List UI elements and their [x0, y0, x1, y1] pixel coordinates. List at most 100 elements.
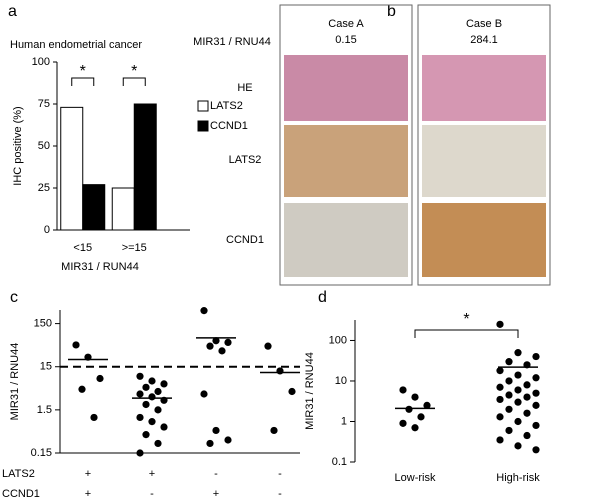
data-point: [505, 405, 513, 413]
data-point: [206, 439, 214, 448]
row-label: LATS2: [2, 468, 35, 480]
legend-label: CCND1: [210, 120, 248, 132]
data-point: [154, 439, 162, 448]
data-point: [148, 377, 156, 385]
data-point: [514, 398, 522, 406]
row-label: HE: [237, 82, 252, 94]
data-point: [212, 337, 220, 345]
data-point: [505, 391, 513, 399]
data-point: [411, 424, 419, 432]
data-point: [532, 389, 540, 397]
data-point: [505, 426, 513, 435]
significance-star: *: [131, 63, 137, 80]
data-point: [160, 380, 168, 388]
row-header: MIR31 / RNU44: [193, 36, 271, 48]
y-tick-label: 25: [38, 182, 50, 194]
legend-swatch: [197, 120, 209, 132]
y-tick-label: 0.1: [332, 456, 347, 468]
data-point: [78, 385, 86, 393]
data-point: [532, 374, 540, 382]
case-value: 284.1: [470, 34, 498, 46]
legend-label: LATS2: [210, 100, 243, 112]
chart-title: Human endometrial cancer: [10, 39, 142, 51]
group-marker: +: [149, 468, 155, 480]
micrograph: [422, 55, 546, 121]
data-point: [270, 426, 278, 435]
data-point: [136, 413, 144, 422]
data-point: [417, 413, 425, 421]
y-tick-label: 10: [335, 375, 347, 387]
legend-swatch: [197, 100, 209, 112]
data-point: [523, 381, 531, 389]
case-name: Case A: [328, 18, 364, 30]
significance-star: *: [80, 63, 86, 80]
data-point: [148, 393, 156, 401]
data-point: [523, 393, 531, 401]
data-point: [154, 406, 162, 414]
row-label: CCND1: [2, 488, 40, 500]
panel-label: d: [318, 289, 327, 306]
data-point: [496, 383, 504, 391]
y-tick-label: 150: [34, 318, 52, 330]
x-axis-label: MIR31 / RUN44: [61, 261, 139, 273]
row-label: CCND1: [226, 234, 264, 246]
data-point: [405, 405, 413, 413]
data-point: [264, 342, 272, 350]
significance-bracket: [122, 77, 146, 86]
group-marker: +: [85, 488, 91, 500]
panel-label: b: [387, 3, 396, 20]
data-point: [136, 449, 144, 457]
data-point: [411, 393, 419, 401]
data-point: [90, 413, 98, 422]
data-point: [200, 307, 208, 315]
data-point: [514, 349, 522, 357]
data-point: [200, 390, 208, 398]
y-axis-label: IHC positive (%): [12, 106, 24, 185]
significance-bracket: [71, 77, 95, 86]
group-marker: -: [278, 488, 282, 500]
data-point: [505, 358, 513, 366]
x-tick-label: <15: [73, 242, 92, 254]
bar: [60, 106, 84, 231]
significance-star: *: [463, 311, 469, 328]
y-tick-label: 1.5: [37, 404, 52, 416]
bar: [82, 184, 106, 231]
y-tick-label: 0.15: [31, 447, 52, 459]
micrograph: [284, 125, 408, 197]
x-tick-label: High-risk: [496, 472, 540, 484]
x-tick-label: Low-risk: [395, 472, 436, 484]
y-tick-label: 100: [32, 56, 50, 68]
data-point: [160, 423, 168, 431]
data-point: [532, 421, 540, 430]
data-point: [523, 409, 531, 417]
data-point: [148, 418, 156, 426]
significance-bracket: [414, 329, 519, 338]
data-point: [276, 367, 284, 375]
row-label: LATS2: [229, 154, 262, 166]
data-point: [496, 436, 504, 444]
data-point: [154, 387, 162, 396]
data-point: [514, 371, 522, 379]
data-point: [514, 442, 522, 450]
group-marker: -: [214, 468, 218, 480]
data-point: [212, 426, 220, 435]
bar: [111, 187, 135, 231]
case-name: Case B: [466, 18, 502, 30]
micrograph: [284, 203, 408, 277]
x-tick-label: >=15: [122, 242, 147, 254]
data-point: [514, 417, 522, 426]
data-point: [532, 352, 540, 361]
micrograph: [422, 203, 546, 277]
data-point: [136, 390, 144, 398]
y-tick-label: 15: [40, 361, 52, 373]
data-point: [288, 387, 296, 396]
y-tick-label: 75: [38, 98, 50, 110]
data-point: [514, 386, 522, 394]
y-tick-label: 100: [329, 334, 347, 346]
data-point: [142, 431, 150, 439]
data-point: [224, 338, 232, 346]
y-tick-label: 1: [341, 415, 347, 427]
data-point: [505, 377, 513, 385]
group-marker: +: [85, 468, 91, 480]
data-point: [224, 436, 232, 444]
